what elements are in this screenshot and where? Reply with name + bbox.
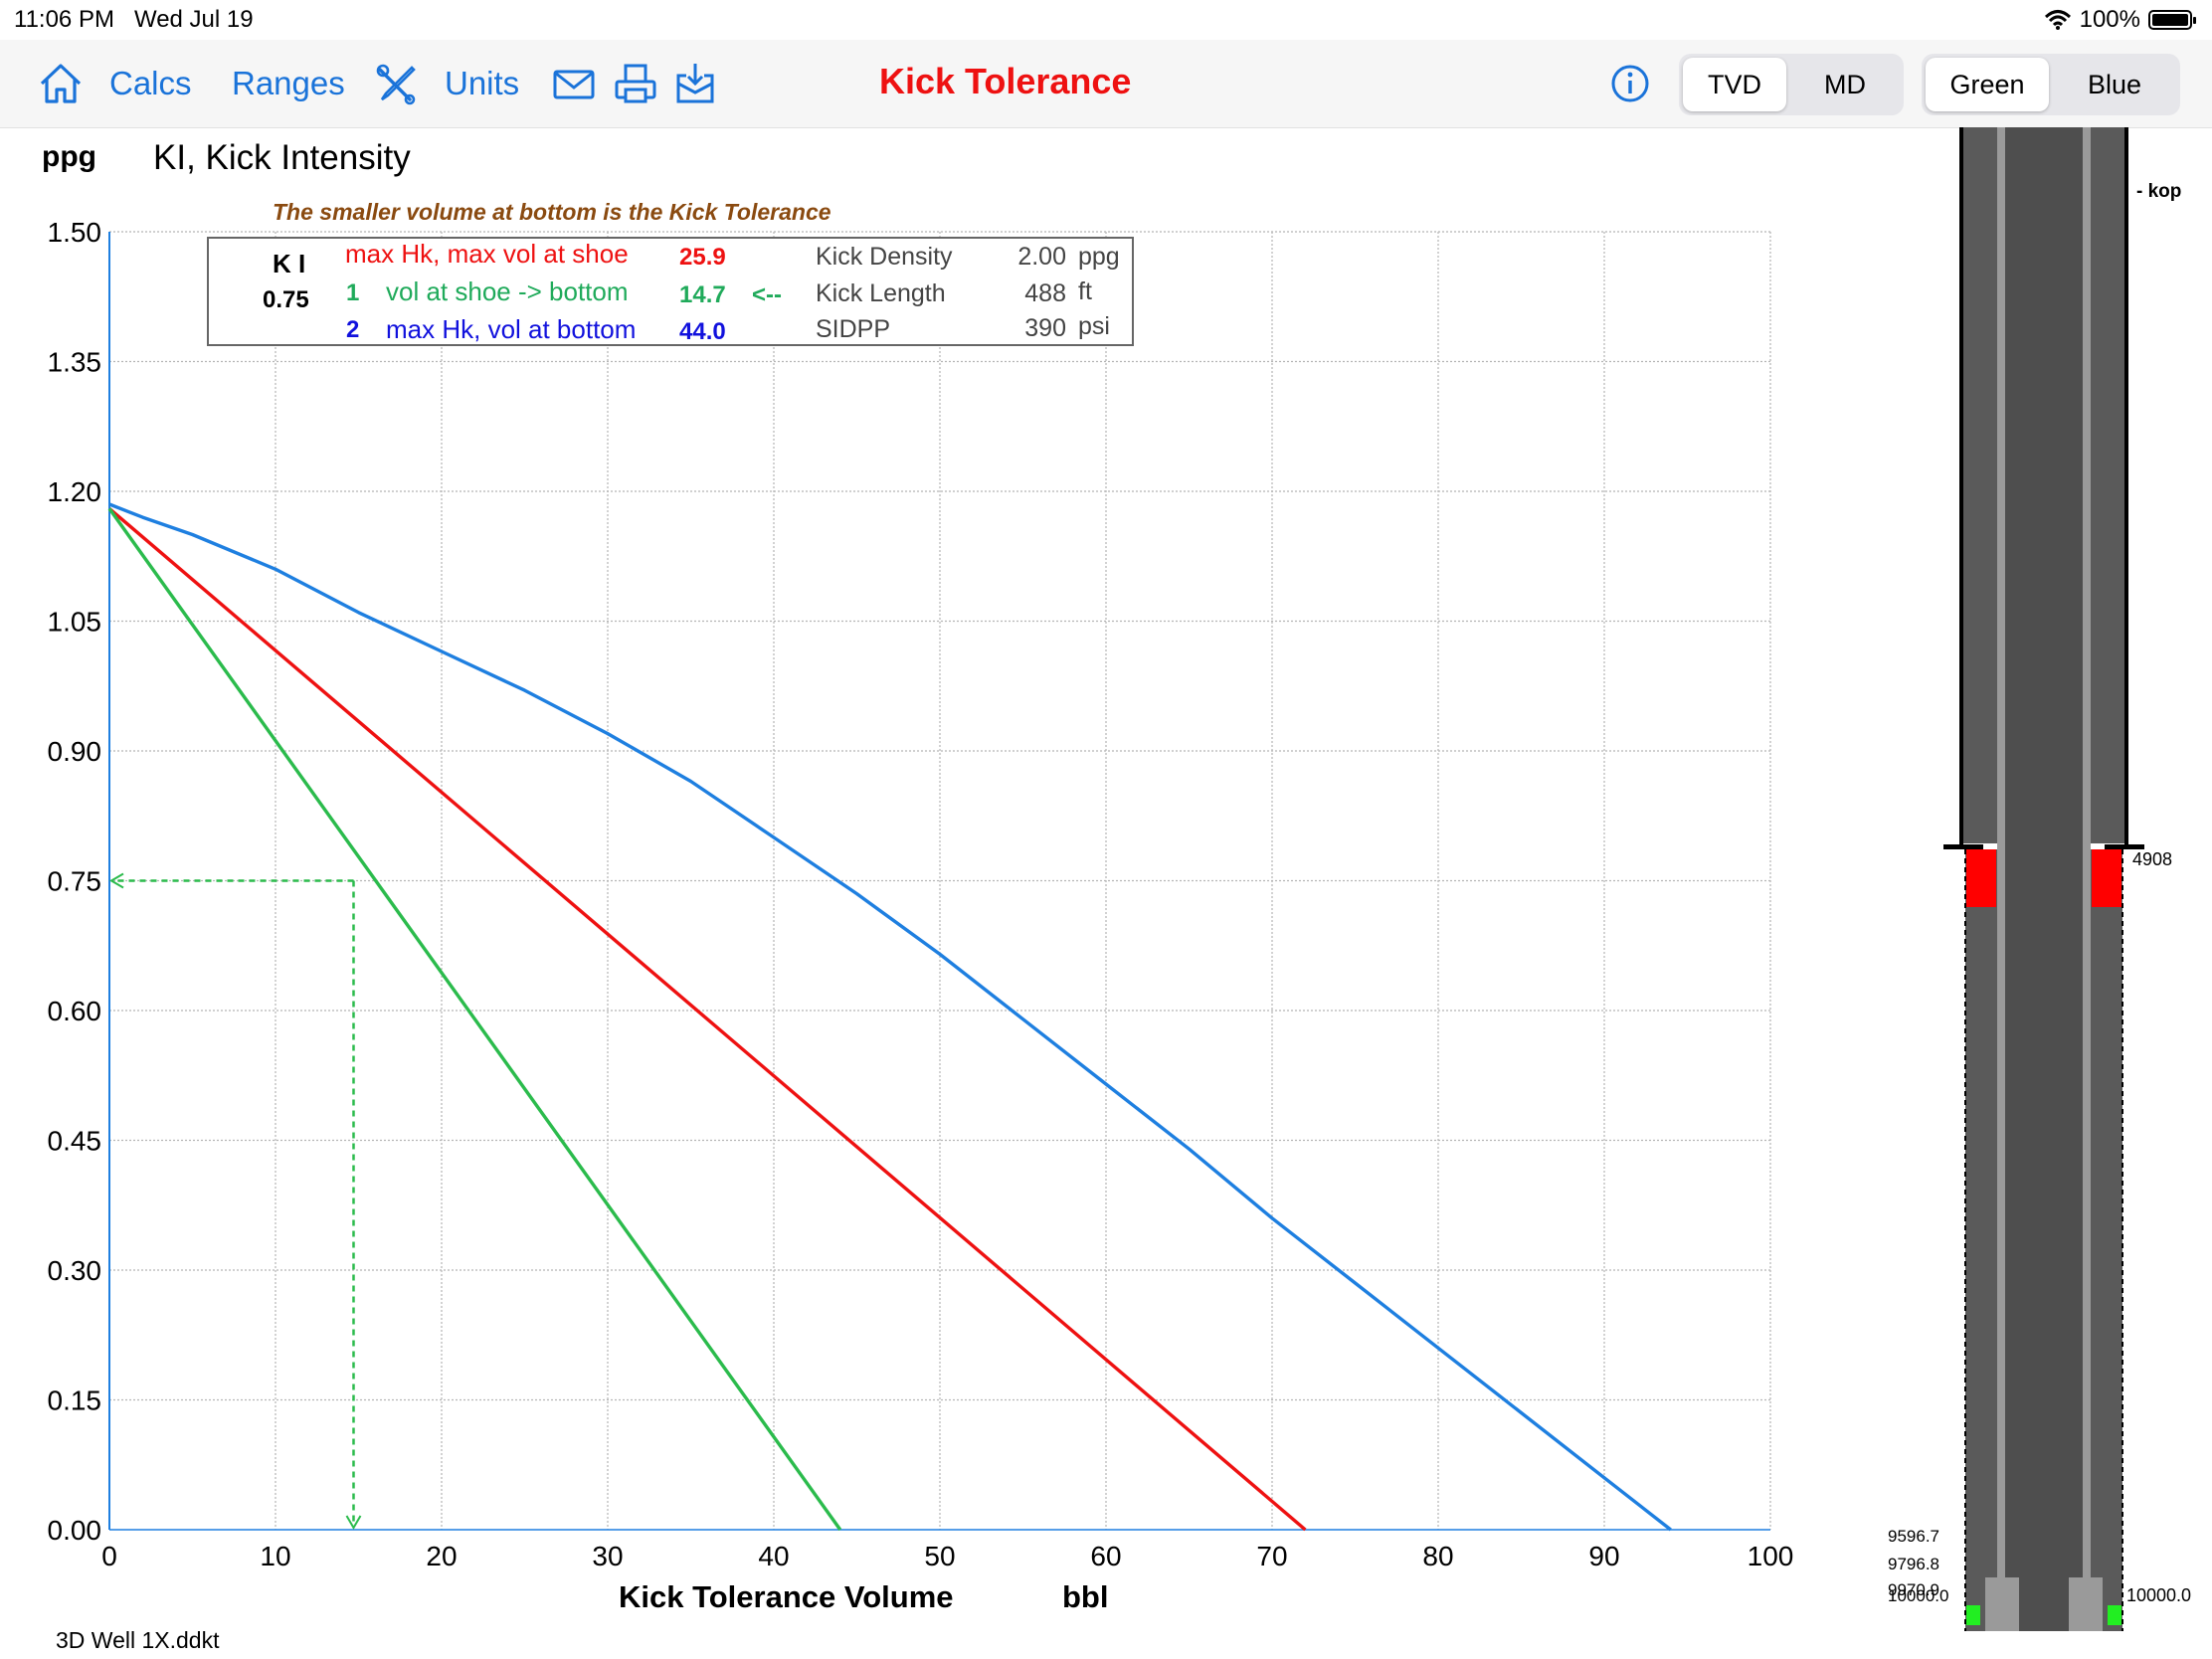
depth-label-2: 9796.8 xyxy=(1888,1555,1939,1573)
legend-row-green-text: vol at shoe -> bottom xyxy=(386,276,629,306)
page-title: Kick Tolerance xyxy=(879,61,1132,101)
x-tick-label: 80 xyxy=(1422,1541,1453,1571)
bit-left xyxy=(1966,1605,1980,1625)
legend-box: K I 0.75 max Hk, max vol at shoe 25.9 1 … xyxy=(207,237,1134,346)
kick-length-unit: ft xyxy=(1078,277,1092,305)
x-tick-label: 40 xyxy=(758,1541,789,1571)
md-option[interactable]: MD xyxy=(1824,70,1866,99)
drillpipe-right-wall xyxy=(2083,127,2091,1619)
x-tick-label: 60 xyxy=(1090,1541,1121,1571)
x-tick-label: 20 xyxy=(426,1541,457,1571)
x-axis-title: Kick Tolerance Volume xyxy=(619,1579,954,1614)
kick-density-label: Kick Density xyxy=(816,243,953,271)
status-time: 11:06 PM Wed Jul 19 xyxy=(14,6,254,33)
kick-density-unit: ppg xyxy=(1078,243,1120,271)
bottom-depth-label: 10000.0 xyxy=(2126,1585,2191,1605)
depth-mode-segmented: TVD MD xyxy=(1679,54,1904,115)
depth-label-1: 9596.7 xyxy=(1888,1527,1939,1546)
legend-row-blue-number: 2 xyxy=(346,316,360,343)
units-button[interactable]: Units xyxy=(445,65,520,101)
sidpp-label: SIDPP xyxy=(816,315,891,343)
ki-value: 0.75 xyxy=(263,286,309,313)
series-line-0 xyxy=(108,502,1672,1532)
green-option[interactable]: Green xyxy=(1926,58,2049,111)
ki-label: K I xyxy=(273,249,306,278)
kick-tolerance-chart: 0 10 20 30 40 50 60 70 80 90 100 0.00 0.15 0.30 0.45 0.… xyxy=(48,217,1794,1571)
tools-icon[interactable] xyxy=(372,60,422,107)
drillpipe-left-wall xyxy=(1997,127,2005,1619)
file-name: 3D Well 1X.ddkt xyxy=(56,1627,220,1653)
kick-right xyxy=(2092,849,2121,907)
tvd-option[interactable]: TVD xyxy=(1683,58,1786,111)
depth-label-3: 9970.9 xyxy=(1888,1580,1939,1599)
y-tick-label: 1.20 xyxy=(48,476,102,507)
x-tick-label: 100 xyxy=(1748,1541,1794,1571)
blue-option[interactable]: Blue xyxy=(2087,70,2142,99)
wifi-icon xyxy=(2044,10,2071,30)
y-tick-label: 1.50 xyxy=(48,217,102,248)
casing-left-wall xyxy=(1959,127,1963,845)
print-icon[interactable] xyxy=(611,60,660,107)
depth-label-4: 10000.0 xyxy=(1888,1586,1948,1605)
legend-row-red-text: max Hk, max vol at shoe xyxy=(345,239,629,269)
kick-length-value: 488 xyxy=(1024,279,1066,307)
y-axis-unit: ppg xyxy=(42,140,96,173)
x-tick-label: 10 xyxy=(260,1541,290,1571)
sidpp-unit: psi xyxy=(1078,312,1110,340)
x-tick-label: 70 xyxy=(1256,1541,1287,1571)
x-tick-label: 50 xyxy=(924,1541,955,1571)
shoe-left xyxy=(1943,844,1983,849)
casing-right-wall xyxy=(2124,127,2128,845)
y-tick-label: 1.35 xyxy=(48,347,102,378)
y-tick-label: 1.05 xyxy=(48,607,102,638)
y-tick-label: 0.60 xyxy=(48,996,102,1026)
drillpipe-bore xyxy=(2005,127,2083,1619)
y-tick-label: 0.90 xyxy=(48,736,102,767)
kick-density-value: 2.00 xyxy=(1017,243,1066,271)
series-line-2 xyxy=(107,507,842,1531)
ki-marker-left-arrow xyxy=(109,872,124,889)
kick-length-label: Kick Length xyxy=(816,279,946,307)
bha-bore xyxy=(2019,1577,2069,1631)
battery-icon xyxy=(2148,10,2196,30)
y-tick-label: 0.00 xyxy=(48,1515,102,1546)
y-axis-title: KI, Kick Intensity xyxy=(153,138,411,177)
info-icon[interactable] xyxy=(1605,60,1655,107)
legend-row-green-value: 14.7 xyxy=(679,281,726,308)
x-tick-label: 90 xyxy=(1588,1541,1619,1571)
bit-right xyxy=(2108,1605,2121,1625)
y-tick-label: 0.45 xyxy=(48,1126,102,1157)
x-axis-unit: bbl xyxy=(1062,1579,1109,1614)
ki-marker-down-arrow xyxy=(345,1515,362,1530)
toolbar: Calcs Ranges Units Kick Tolerance TVD MD… xyxy=(0,40,2212,128)
sidpp-value: 390 xyxy=(1024,314,1066,342)
kick-left xyxy=(1966,849,1996,907)
chart-hint: The smaller volume at bottom is the Kick… xyxy=(273,199,831,225)
battery-percent: 100% xyxy=(2079,6,2140,33)
legend-row-red-value: 25.9 xyxy=(679,244,726,271)
kop-label: - kop xyxy=(2136,181,2181,202)
mail-icon[interactable] xyxy=(549,60,599,107)
calcs-button[interactable]: Calcs xyxy=(109,65,192,101)
shoe-right xyxy=(2105,844,2144,849)
wellbore-schematic: - kop 4908 9596.7 9796.8 9970.9 10000.0 … xyxy=(1888,127,2191,1631)
x-tick-label: 0 xyxy=(101,1541,117,1571)
color-mode-segmented: Green Blue xyxy=(1922,54,2180,115)
legend-row-green-arrow: <-- xyxy=(752,281,782,308)
ranges-button[interactable]: Ranges xyxy=(232,65,345,101)
shoe-depth-label: 4908 xyxy=(2132,849,2172,869)
export-icon[interactable] xyxy=(670,60,720,107)
y-tick-label: 0.15 xyxy=(48,1385,102,1416)
y-tick-label: 0.75 xyxy=(48,866,102,897)
x-tick-label: 30 xyxy=(592,1541,623,1571)
legend-row-blue-value: 44.0 xyxy=(679,318,726,345)
series-line-1 xyxy=(107,507,1307,1532)
status-right: 100% xyxy=(2044,6,2196,34)
y-tick-label: 0.30 xyxy=(48,1255,102,1286)
home-icon[interactable] xyxy=(36,60,86,107)
status-bar: 11:06 PM Wed Jul 19 100% xyxy=(0,0,2212,40)
legend-row-green-number: 1 xyxy=(346,279,360,306)
legend-row-blue-text: max Hk, vol at bottom xyxy=(386,314,637,344)
